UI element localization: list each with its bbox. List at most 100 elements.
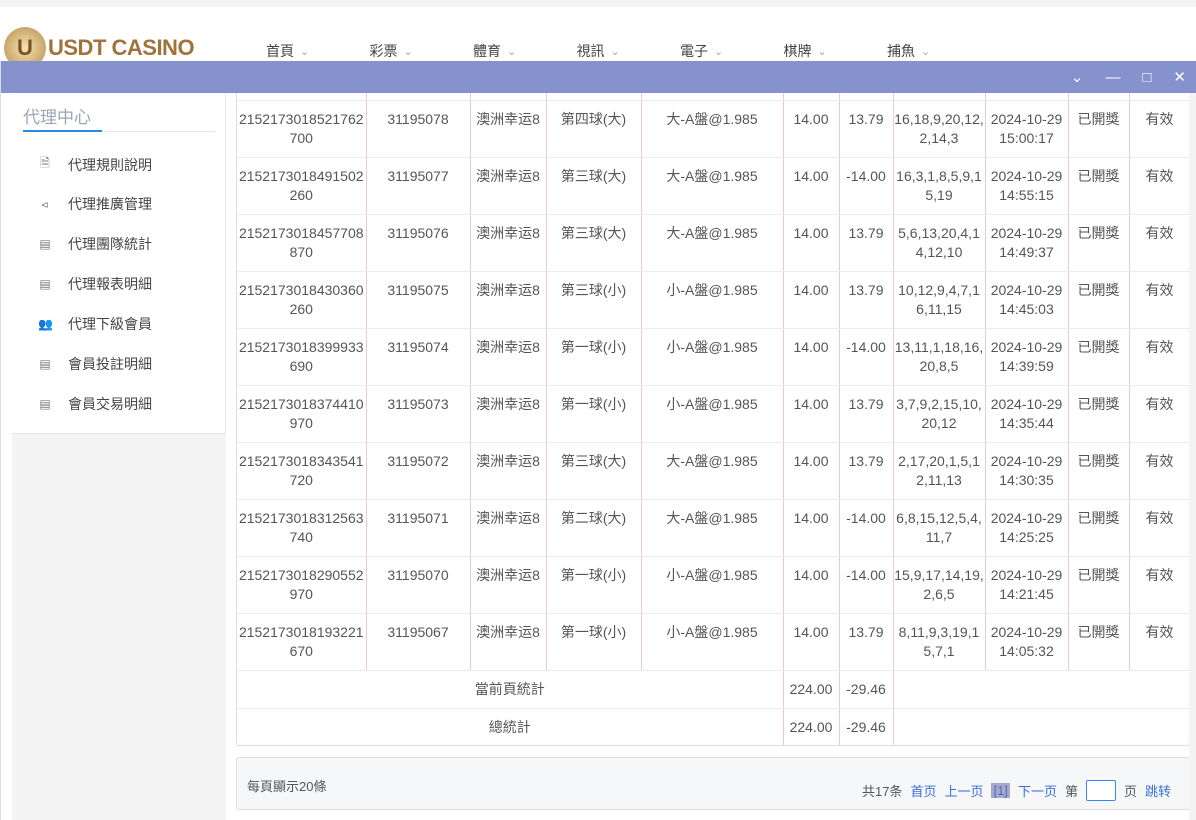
goto-prefix: 第 xyxy=(1064,784,1078,799)
active-tab-indicator xyxy=(23,130,102,132)
cell-profit: 13.79 xyxy=(839,100,894,158)
sidebar-item[interactable]: ▤ 會員交易明細 xyxy=(38,394,152,414)
scrollbar-track[interactable] xyxy=(1189,93,1196,820)
cell-draw-status: 已開獎 xyxy=(1068,100,1130,158)
table-row: 2152173018457708870 31195076 澳洲幸运8 第三球(大) 大-… xyxy=(237,214,1189,272)
summary-profit: -29.46 xyxy=(839,670,894,709)
empty-cell xyxy=(893,670,1189,709)
nav-item[interactable]: 視訊 ⌄ xyxy=(577,41,681,61)
cell-draw-result: 15,9,17,14,19,2,6,5 xyxy=(893,556,986,614)
cell-play: 第三球(大) xyxy=(546,214,642,272)
cell-play: 第一球(小) xyxy=(546,613,642,671)
cell-order-id: 2152173018399933690 xyxy=(237,328,367,386)
agent-center-window: ⌄ — □ ✕ 代理中心 🗎 代理規則說明 ⪦ 代理推廣管理 ▤ 代理團隊統計 ▤ 代理報表明… xyxy=(0,61,1196,820)
table-row: 2152173018521762700 31195078 澳洲幸运8 第四球(大) 大-… xyxy=(237,100,1189,158)
nav-label: 捕魚 xyxy=(887,43,915,59)
nav-label: 棋牌 xyxy=(783,43,812,59)
divider xyxy=(23,131,215,132)
cell-draw-result: 5,6,13,20,4,14,12,10 xyxy=(893,214,986,272)
cell-amount: 14.00 xyxy=(783,556,840,614)
cell-bet-content: 大-A盤@1.985 xyxy=(641,499,784,557)
cell-game: 澳洲幸运8 xyxy=(470,328,547,386)
cell-draw-status: 已開獎 xyxy=(1068,157,1130,215)
sidebar-item-label: 代理下級會員 xyxy=(68,316,152,332)
chevron-down-icon: ⌄ xyxy=(507,45,517,58)
cell-play: 第二球(大) xyxy=(546,499,642,557)
table-row: 2152173018343541720 31195072 澳洲幸运8 第三球(大) 大-… xyxy=(237,442,1189,500)
cell-validity: 有效 xyxy=(1129,157,1189,215)
logo-text: USDT CASINO xyxy=(48,35,195,60)
nav-item[interactable]: 電子 ⌄ xyxy=(680,41,784,61)
table-row: 2152173018193221670 31195067 澳洲幸运8 第一球(小) 小-… xyxy=(237,613,1189,671)
prev-page-link[interactable]: 上一页 xyxy=(944,784,984,799)
cell-order-id: 2152173018290552970 xyxy=(237,556,367,614)
first-page-link[interactable]: 首页 xyxy=(910,784,937,799)
maximize-icon[interactable]: □ xyxy=(1142,68,1152,86)
sidebar-item[interactable]: ▤ 代理報表明細 xyxy=(38,274,152,294)
cell-profit: -14.00 xyxy=(839,499,894,557)
nav-item[interactable]: 棋牌 ⌄ xyxy=(784,41,888,61)
cell-amount: 14.00 xyxy=(783,271,840,329)
chevron-down-icon: ⌄ xyxy=(714,45,724,58)
cell-draw-status: 已開獎 xyxy=(1068,385,1130,443)
total-count: 共17条 xyxy=(861,784,903,799)
cell-draw-status: 已開獎 xyxy=(1068,499,1130,557)
minimize-icon[interactable]: — xyxy=(1105,68,1121,86)
empty-cell xyxy=(893,708,1189,745)
jump-button[interactable]: 跳转 xyxy=(1144,784,1171,799)
logo[interactable]: U USDT CASINO xyxy=(4,27,195,69)
goto-suffix: 页 xyxy=(1123,784,1137,799)
sidebar-item-label: 會員交易明細 xyxy=(68,396,152,412)
cell-draw-result: 3,7,9,2,15,10,20,12 xyxy=(893,385,986,443)
chevron-down-icon: ⌄ xyxy=(610,45,620,58)
table-row: 2152173018430360260 31195075 澳洲幸运8 第三球(小) 小-… xyxy=(237,271,1189,329)
cell-bet-time: 2024-10-29 14:30:35 xyxy=(985,442,1069,500)
table-row: 2152173018491502260 31195077 澳洲幸运8 第三球(大) 大-… xyxy=(237,157,1189,215)
sidebar-item[interactable]: ⪦ 代理推廣管理 xyxy=(38,194,152,214)
nav-item[interactable]: 捕魚 ⌄ xyxy=(887,41,991,61)
cell-issue: 31195074 xyxy=(366,328,471,386)
cell-bet-content: 小-A盤@1.985 xyxy=(641,385,784,443)
current-page[interactable]: [1] xyxy=(991,783,1010,798)
cell-profit: -14.00 xyxy=(839,556,894,614)
cell-game: 澳洲幸运8 xyxy=(470,157,547,215)
cell-issue: 31195078 xyxy=(366,100,471,158)
nav-label: 彩票 xyxy=(369,43,398,59)
chevron-down-icon[interactable]: ⌄ xyxy=(1070,69,1084,86)
sidebar-background xyxy=(12,434,226,820)
sidebar-item[interactable]: 👥 代理下級會員 xyxy=(38,314,152,334)
cell-bet-content: 小-A盤@1.985 xyxy=(641,556,784,614)
page-number-input[interactable] xyxy=(1085,780,1116,801)
sidebar-item-label: 代理規則說明 xyxy=(68,156,152,173)
cell-draw-status: 已開獎 xyxy=(1068,613,1130,671)
sidebar-item-label: 代理報表明細 xyxy=(68,276,152,292)
cell-draw-result: 13,11,1,18,16,20,8,5 xyxy=(893,328,986,386)
cell-issue: 31195076 xyxy=(366,214,471,272)
sidebar-item[interactable]: ▤ 會員投註明細 xyxy=(38,354,152,374)
cell-draw-status: 已開獎 xyxy=(1068,442,1130,500)
cell-game: 澳洲幸运8 xyxy=(470,499,547,557)
sidebar-item[interactable]: ▤ 代理團隊統計 xyxy=(38,234,152,254)
close-icon[interactable]: ✕ xyxy=(1173,69,1186,86)
sidebar-item[interactable]: 🗎 代理規則說明 xyxy=(38,154,152,175)
table-row-partial xyxy=(237,93,1189,101)
cell-profit: -14.00 xyxy=(839,328,894,386)
cell-bet-time: 2024-10-29 14:55:15 xyxy=(985,157,1069,215)
chevron-down-icon: ⌄ xyxy=(817,45,827,58)
cell-play: 第四球(大) xyxy=(546,100,642,158)
nav-item[interactable]: 體育 ⌄ xyxy=(473,41,577,61)
cell-bet-content: 大-A盤@1.985 xyxy=(641,214,784,272)
chevron-down-icon: ⌄ xyxy=(403,45,413,58)
sidebar: 代理中心 🗎 代理規則說明 ⪦ 代理推廣管理 ▤ 代理團隊統計 ▤ 代理報表明細 👥 代理下級會員… xyxy=(12,93,226,434)
cell-draw-result: 2,17,20,1,5,12,11,13 xyxy=(893,442,986,500)
cell-amount: 14.00 xyxy=(783,328,840,386)
table-row: 2152173018399933690 31195074 澳洲幸运8 第一球(小) 小-… xyxy=(237,328,1189,386)
summary-label: 當前頁統計 xyxy=(237,670,784,709)
file-icon: 🗎 xyxy=(40,156,50,170)
cell-validity: 有效 xyxy=(1129,613,1189,671)
next-page-link[interactable]: 下一页 xyxy=(1017,784,1057,799)
cell-order-id: 2152173018521762700 xyxy=(237,100,367,158)
nav-item[interactable]: 彩票 ⌄ xyxy=(370,41,474,61)
nav-item[interactable]: 首頁 ⌄ xyxy=(266,41,370,61)
cell-validity: 有效 xyxy=(1129,328,1189,386)
